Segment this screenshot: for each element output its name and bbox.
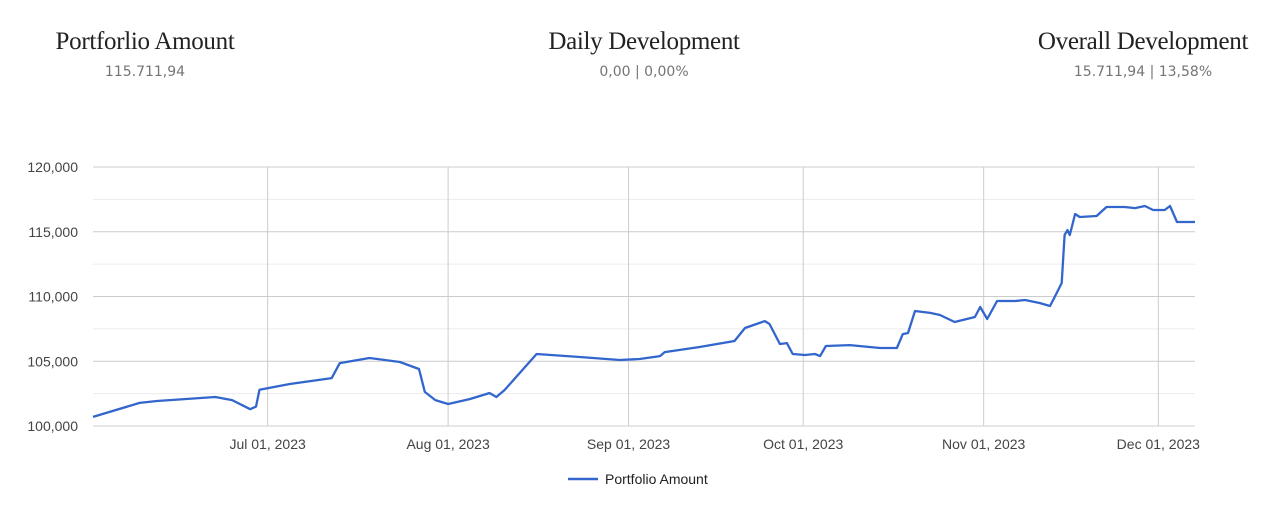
x-tick-label: Nov 01, 2023 [942,436,1025,452]
stat-portfolio-amount: Portforlio Amount 115.711,94 [0,28,305,80]
y-tick-label: 120,000 [27,159,78,175]
stat-overall-development: Overall Development 15.711,94 | 13,58% [983,28,1280,80]
legend-label: Portfolio Amount [605,471,708,487]
stat-value: 115.711,94 [104,64,186,80]
stat-title: Overall Development [1037,28,1249,55]
x-tick-label: Aug 01, 2023 [406,436,490,452]
x-tick-label: Oct 01, 2023 [763,436,843,452]
y-tick-label: 100,000 [27,418,78,434]
stat-title: Portforlio Amount [55,28,235,55]
stat-value: 15.711,94 | 13,58% [1073,64,1213,80]
x-tick-label: Jul 01, 2023 [229,436,305,452]
stat-daily-development: Daily Development 0,00 | 0,00% [484,28,804,80]
x-tick-label: Sep 01, 2023 [587,436,671,452]
y-tick-label: 110,000 [28,289,78,305]
series-line-portfolio-amount [92,204,1195,419]
stat-title: Daily Development [548,28,740,55]
y-tick-label: 105,000 [27,353,78,369]
legend: Portfolio Amount [568,471,708,487]
y-tick-label: 115,000 [28,224,78,240]
x-tick-label: Dec 01, 2023 [1117,436,1200,452]
stat-value: 0,00 | 0,00% [599,64,689,80]
